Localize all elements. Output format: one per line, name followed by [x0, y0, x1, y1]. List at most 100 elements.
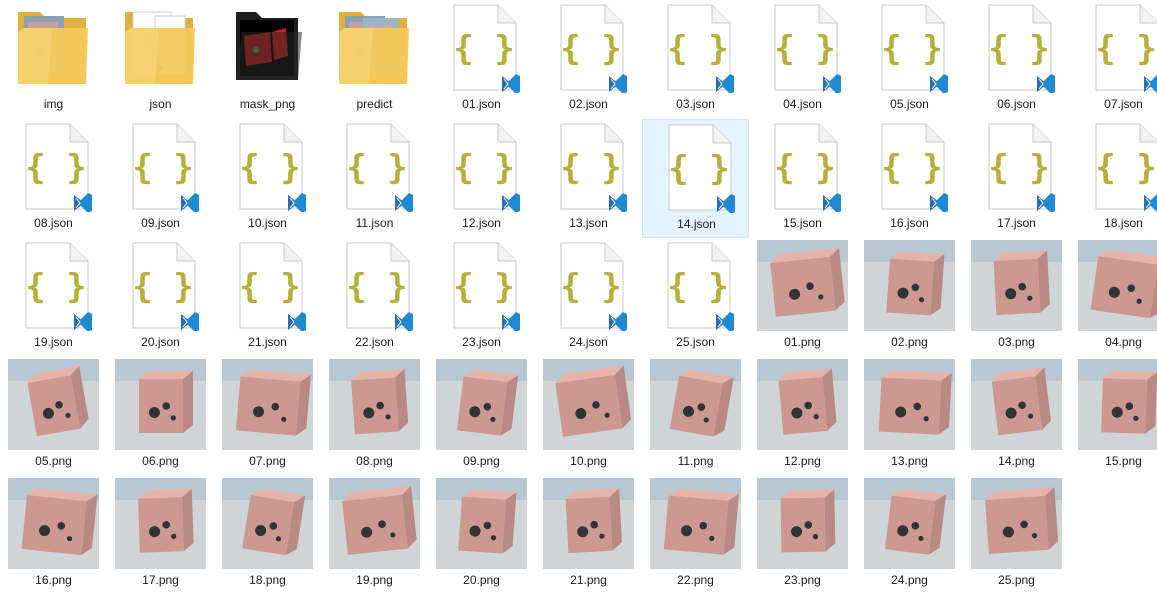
svg-text:{ }: { } [132, 148, 193, 188]
json-file-icon: { } [988, 123, 1055, 212]
file-item-png[interactable]: 11.png [642, 357, 749, 476]
file-item-json[interactable]: { } 20.json [107, 238, 214, 357]
file-item-png[interactable]: 19.png [321, 476, 428, 595]
file-item-json[interactable]: { } 04.json [749, 0, 856, 119]
file-item-png[interactable]: 07.png [214, 357, 321, 476]
file-thumbnail: { } [864, 2, 955, 93]
file-item-png[interactable]: 25.png [963, 476, 1070, 595]
file-item-json[interactable]: { } 14.json [642, 119, 749, 238]
folder-icon [339, 12, 409, 84]
file-thumbnail [757, 240, 848, 331]
file-name-label: 04.json [783, 97, 822, 111]
json-file-icon: { } [881, 123, 948, 212]
file-item-png[interactable]: 23.png [749, 476, 856, 595]
file-item-json[interactable]: { } 05.json [856, 0, 963, 119]
photo-thumbnail-icon [436, 478, 527, 569]
file-item-png[interactable]: 09.png [428, 357, 535, 476]
file-item-png[interactable]: 04.png [1070, 238, 1157, 357]
file-item-png[interactable]: 06.png [107, 357, 214, 476]
file-item-folder[interactable]: mask_png [214, 0, 321, 119]
file-name-label: 08.png [356, 454, 393, 468]
json-file-icon: { } [1095, 4, 1157, 93]
file-item-json[interactable]: { } 15.json [749, 119, 856, 238]
file-item-json[interactable]: { } 13.json [535, 119, 642, 238]
file-item-folder[interactable]: {} json [107, 0, 214, 119]
file-item-folder[interactable]: img [0, 0, 107, 119]
file-item-json[interactable]: { } 24.json [535, 238, 642, 357]
file-item-json[interactable]: { } 07.json [1070, 0, 1157, 119]
file-name-label: 05.png [35, 454, 72, 468]
file-item-json[interactable]: { } 11.json [321, 119, 428, 238]
file-item-json[interactable]: { } 08.json [0, 119, 107, 238]
photo-thumbnail-icon [971, 478, 1062, 569]
file-name-label: 03.png [998, 335, 1035, 349]
file-item-json[interactable]: { } 01.json [428, 0, 535, 119]
file-item-png[interactable]: 16.png [0, 476, 107, 595]
json-file-icon: { } [132, 123, 199, 212]
file-item-png[interactable]: 24.png [856, 476, 963, 595]
file-item-json[interactable]: { } 25.json [642, 238, 749, 357]
file-item-json[interactable]: { } 06.json [963, 0, 1070, 119]
file-item-png[interactable]: 08.png [321, 357, 428, 476]
file-item-png[interactable]: 17.png [107, 476, 214, 595]
file-name-label: 06.png [142, 454, 179, 468]
svg-text:{ }: { } [881, 29, 942, 69]
file-name-label: 14.json [677, 217, 716, 231]
file-item-folder[interactable]: predict [321, 0, 428, 119]
json-file-icon: { } [239, 123, 306, 212]
file-item-json[interactable]: { } 12.json [428, 119, 535, 238]
json-file-icon: { } [667, 4, 734, 93]
file-item-json[interactable]: { } 09.json [107, 119, 214, 238]
photo-thumbnail-icon [8, 478, 99, 569]
file-thumbnail [757, 478, 848, 569]
file-item-png[interactable]: 18.png [214, 476, 321, 595]
file-thumbnail [8, 2, 99, 93]
file-item-png[interactable]: 10.png [535, 357, 642, 476]
file-name-label: 17.json [997, 216, 1036, 230]
file-item-png[interactable]: 03.png [963, 238, 1070, 357]
svg-text:{ }: { } [25, 148, 86, 188]
file-thumbnail: { } [543, 121, 634, 212]
file-item-json[interactable]: { } 19.json [0, 238, 107, 357]
file-item-png[interactable]: 13.png [856, 357, 963, 476]
file-item-png[interactable]: 20.png [428, 476, 535, 595]
json-file-icon: { } [774, 123, 841, 212]
file-name-label: 20.png [463, 573, 500, 587]
file-name-label: 16.png [35, 573, 72, 587]
svg-text:{ }: { } [667, 267, 728, 307]
file-name-label: 08.json [34, 216, 73, 230]
folder-icon: {} [125, 11, 195, 84]
file-thumbnail: { } [436, 2, 527, 93]
file-name-label: 11.png [677, 454, 714, 468]
file-name-label: 01.json [462, 97, 501, 111]
file-item-png[interactable]: 02.png [856, 238, 963, 357]
photo-thumbnail-icon [329, 359, 420, 450]
file-thumbnail [8, 478, 99, 569]
photo-thumbnail-icon [757, 359, 848, 450]
photo-thumbnail-icon [115, 359, 206, 450]
file-name-label: 09.png [463, 454, 500, 468]
folder-icon [18, 12, 88, 84]
file-item-json[interactable]: { } 17.json [963, 119, 1070, 238]
file-item-json[interactable]: { } 16.json [856, 119, 963, 238]
file-item-png[interactable]: 15.png [1070, 357, 1157, 476]
file-item-png[interactable]: 22.png [642, 476, 749, 595]
file-item-png[interactable]: 05.png [0, 357, 107, 476]
file-item-json[interactable]: { } 03.json [642, 0, 749, 119]
file-name-label: 03.json [676, 97, 715, 111]
svg-text:{ }: { } [453, 148, 514, 188]
json-file-icon: { } [239, 242, 306, 331]
file-name-label: 15.png [1105, 454, 1142, 468]
file-item-json[interactable]: { } 02.json [535, 0, 642, 119]
file-item-json[interactable]: { } 18.json [1070, 119, 1157, 238]
file-item-json[interactable]: { } 23.json [428, 238, 535, 357]
file-item-png[interactable]: 21.png [535, 476, 642, 595]
file-item-png[interactable]: 01.png [749, 238, 856, 357]
file-item-json[interactable]: { } 21.json [214, 238, 321, 357]
file-item-json[interactable]: { } 22.json [321, 238, 428, 357]
file-item-png[interactable]: 12.png [749, 357, 856, 476]
file-item-png[interactable]: 14.png [963, 357, 1070, 476]
file-name-label: 12.json [462, 216, 501, 230]
file-item-json[interactable]: { } 10.json [214, 119, 321, 238]
file-thumbnail [971, 478, 1062, 569]
